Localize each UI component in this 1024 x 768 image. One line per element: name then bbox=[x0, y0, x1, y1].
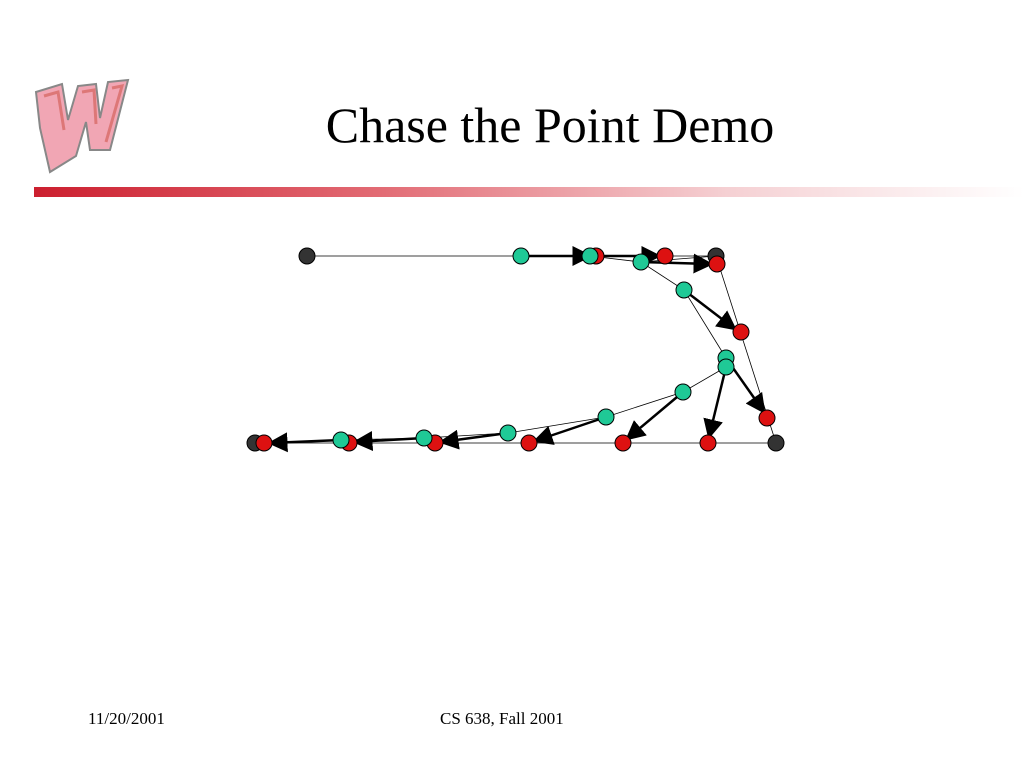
curve-points bbox=[332, 247, 735, 449]
chaser-points bbox=[255, 247, 776, 452]
logo bbox=[34, 78, 130, 174]
control-points bbox=[246, 247, 785, 452]
diagram bbox=[255, 246, 777, 453]
title-rule bbox=[34, 187, 1024, 197]
footer-date: 11/20/2001 bbox=[88, 709, 165, 728]
footer-course: CS 638, Fall 2001 bbox=[440, 709, 564, 728]
slide-title: Chase the Point Demo bbox=[325, 97, 775, 153]
